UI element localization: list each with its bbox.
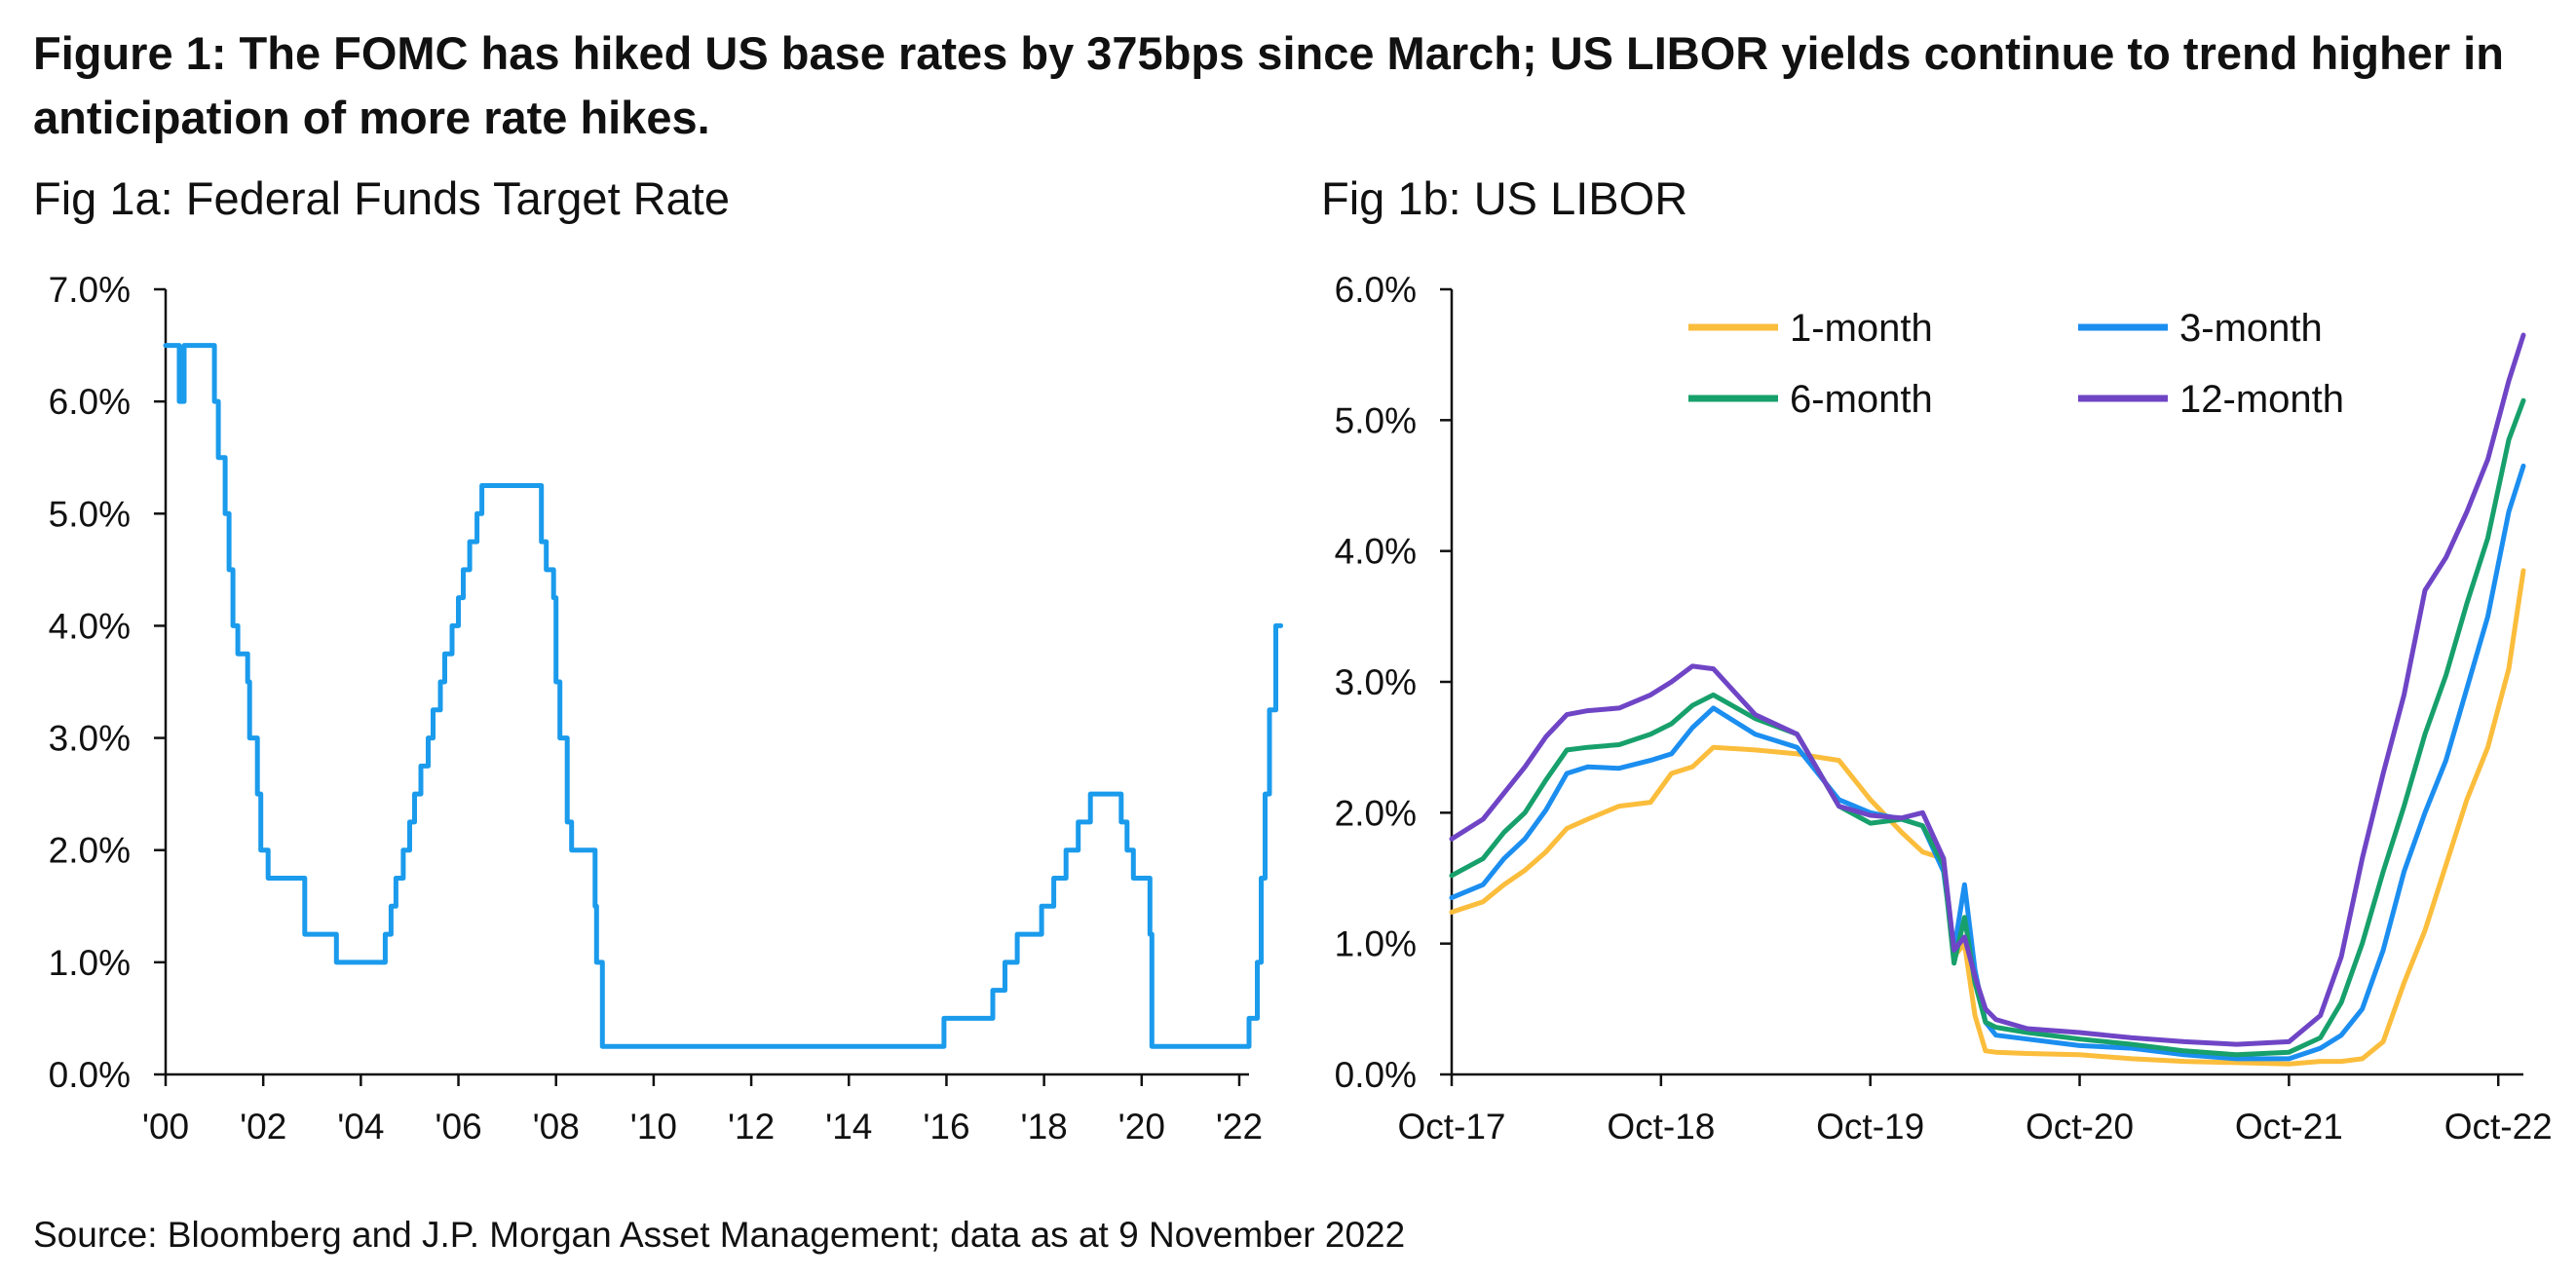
y-tick-label: 3.0% (49, 719, 131, 759)
y-tick-label: 1.0% (49, 943, 131, 983)
fed-funds-chart: 0.0% 1.0% 2.0% 3.0% 4.0% 5.0% 6.0% 7.0% '00 '02 '0… (49, 270, 1284, 1147)
y-tick-label: 5.0% (49, 494, 131, 534)
x-tick-label: Oct-21 (2235, 1107, 2343, 1147)
series-3-month (1449, 463, 2526, 1062)
y-tick-label: 0.0% (1335, 1055, 1417, 1095)
y-tick-label: 5.0% (1335, 400, 1417, 440)
source-note: Source: Bloomberg and J.P. Morgan Asset … (33, 1215, 1406, 1255)
x-tick-label: Oct-19 (1816, 1107, 1924, 1147)
legend-label: 12-month (2179, 378, 2344, 421)
fig1b-title: Fig 1b: US LIBOR (1321, 172, 1688, 224)
fig1a-title: Fig 1a: Federal Funds Target Rate (33, 172, 730, 224)
x-tick-label: '04 (337, 1107, 384, 1147)
x-tick-label: Oct-17 (1397, 1107, 1505, 1147)
series-line (163, 343, 1284, 1049)
charts-canvas: 0.0% 1.0% 2.0% 3.0% 4.0% 5.0% 6.0% 7.0% '00 '02 '0… (49, 270, 2553, 1147)
x-tick-label: '18 (1021, 1107, 1068, 1147)
y-tick-label: 3.0% (1335, 662, 1417, 702)
legend-label: 3-month (2179, 307, 2323, 350)
y-tick-label: 4.0% (1335, 532, 1417, 572)
x-tick-label: '00 (142, 1107, 189, 1147)
y-tick-label: 0.0% (49, 1055, 131, 1095)
y-tick-label: 4.0% (49, 606, 131, 646)
x-tick-label: Oct-20 (2026, 1107, 2134, 1147)
y-tick-label: 2.0% (1335, 793, 1417, 833)
x-tick-label: '16 (923, 1107, 969, 1147)
x-tick-label: Oct-22 (2444, 1107, 2553, 1147)
figure-title: Figure 1: The FOMC has hiked US base rat… (33, 27, 2504, 143)
x-tick-label: '22 (1216, 1107, 1263, 1147)
legend-label: 6-month (1790, 378, 1933, 421)
x-tick-label: '14 (825, 1107, 872, 1147)
y-tick-label: 6.0% (1335, 270, 1417, 310)
x-tick-label: '20 (1118, 1107, 1165, 1147)
legend: 1-month 3-month 6-month 12-month (1688, 307, 2344, 421)
x-tick-label: '08 (533, 1107, 580, 1147)
x-tick-label: '12 (728, 1107, 775, 1147)
y-tick-label: 2.0% (49, 831, 131, 871)
series-6-month (1449, 397, 2526, 1058)
series-12-month (1449, 332, 2526, 1047)
y-tick-label: 1.0% (1335, 924, 1417, 964)
libor-chart: 0.0% 1.0% 2.0% 3.0% 4.0% 5.0% 6.0% Oct-17 Oct-18… (1335, 270, 2553, 1147)
x-tick-label: '06 (435, 1107, 481, 1147)
x-tick-label: '02 (240, 1107, 286, 1147)
y-tick-label: 7.0% (49, 270, 131, 310)
legend-label: 1-month (1790, 307, 1933, 350)
y-tick-label: 6.0% (49, 382, 131, 422)
x-tick-label: '10 (630, 1107, 677, 1147)
x-tick-label: Oct-18 (1607, 1107, 1715, 1147)
series-1-month (1449, 568, 2526, 1067)
